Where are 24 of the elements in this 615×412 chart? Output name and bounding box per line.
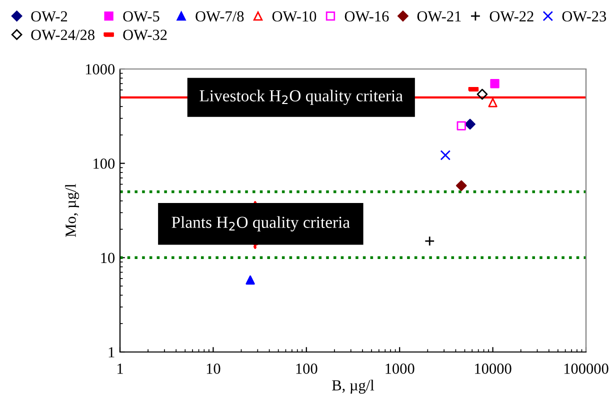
legend-label: OW-24/28 xyxy=(31,30,94,40)
legend-label: OW-23 xyxy=(562,11,606,22)
y-tick-label: 10 xyxy=(101,252,115,264)
x-tick-label: 10 xyxy=(206,364,220,374)
y-tick-label: 100 xyxy=(94,158,115,169)
legend-label: OW-16 xyxy=(344,11,389,22)
legend-label: OW-21 xyxy=(417,11,461,22)
ref-line-label: Plants H$_{2}$O quality criteria xyxy=(172,216,350,232)
legend-label: OW-7/8 xyxy=(196,11,244,22)
legend-label: OW-32 xyxy=(123,30,167,40)
x-tick-label: 1000 xyxy=(386,364,414,374)
x-tick-label: 100000 xyxy=(564,364,608,374)
legend-label: OW-2 xyxy=(31,11,68,22)
legend-label: OW-22 xyxy=(490,11,534,22)
x-tick-label: 100 xyxy=(296,364,318,374)
x-axis-title: B, µg/l xyxy=(332,380,374,394)
y-tick-label: 1 xyxy=(108,347,114,358)
legend-label: OW-10 xyxy=(272,11,316,22)
x-tick-label: 10000 xyxy=(475,364,512,374)
y-axis-title: Mo, µg/l xyxy=(65,184,80,237)
ref-line-label: Livestock H$_{2}$O quality criteria xyxy=(200,90,403,105)
x-tick-label: 1 xyxy=(118,364,123,374)
legend-label: OW-5 xyxy=(123,11,160,22)
y-tick-label: 1000 xyxy=(86,64,115,74)
